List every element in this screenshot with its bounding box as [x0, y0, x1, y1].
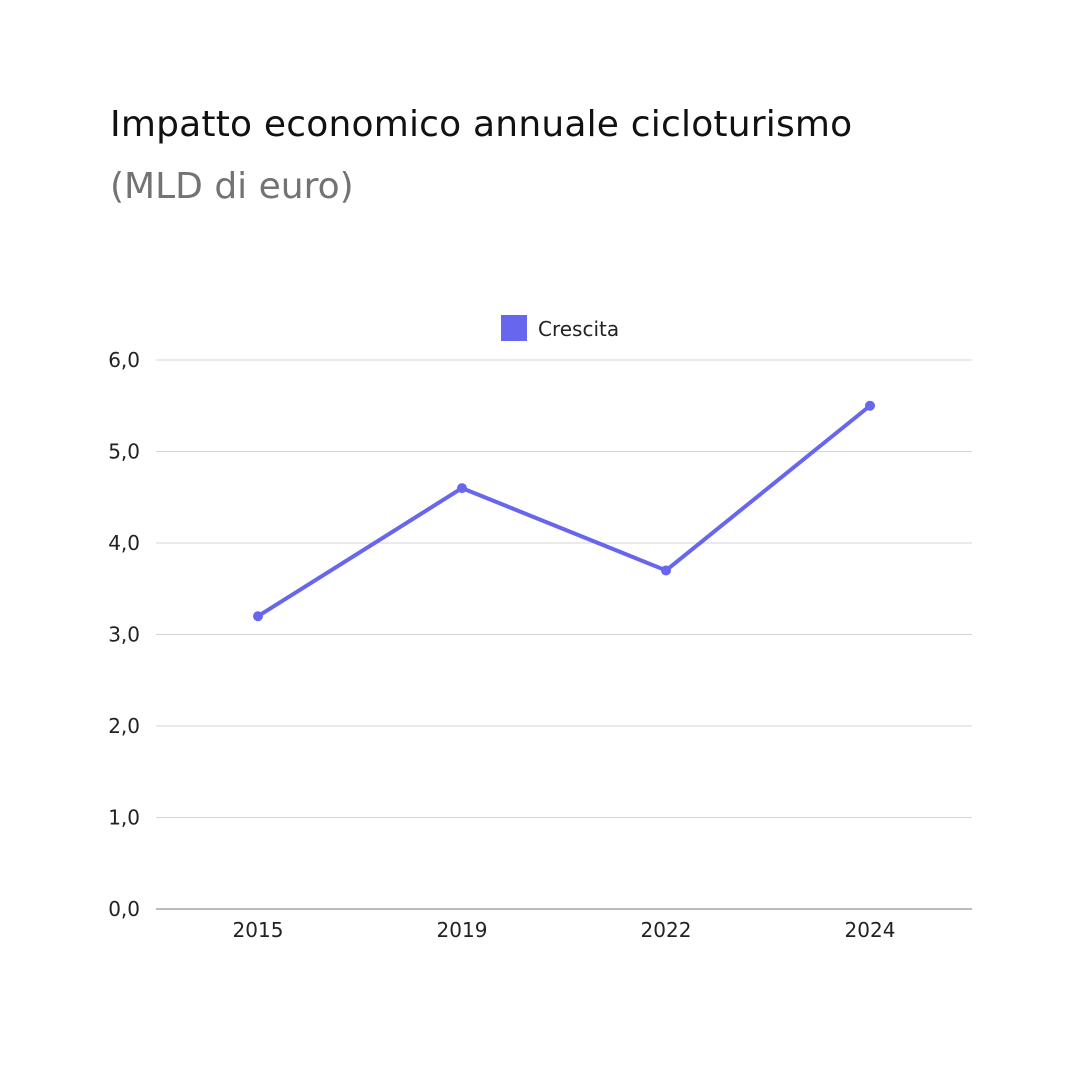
- legend: Crescita: [501, 315, 619, 341]
- y-tick-label: 4,0: [108, 531, 140, 555]
- y-tick-label: 0,0: [108, 897, 140, 921]
- x-tick-label: 2022: [641, 918, 692, 942]
- gridlines: [156, 359, 972, 818]
- series-crescita: [253, 400, 875, 622]
- data-point: [865, 400, 875, 411]
- legend-label-crescita: Crescita: [538, 317, 619, 341]
- series-line: [256, 403, 872, 619]
- chart-subtitle: (MLD di euro): [110, 166, 354, 207]
- x-tick-label: 2024: [845, 918, 896, 942]
- y-tick-label: 2,0: [108, 714, 140, 738]
- chart-title: Impatto economico annuale cicloturismo: [110, 104, 853, 145]
- y-tick-label: 6,0: [108, 348, 140, 372]
- y-tick-label: 3,0: [108, 623, 140, 647]
- data-point: [253, 611, 263, 622]
- axes: 0,0 1,0 2,0 3,0 4,0 5,0 6,0 2015 2019 2022 2024: [108, 348, 972, 942]
- data-point: [457, 483, 467, 494]
- y-tick-label: 5,0: [108, 440, 140, 464]
- y-tick-label: 1,0: [108, 806, 140, 830]
- data-point: [661, 565, 671, 576]
- x-tick-label: 2019: [437, 918, 488, 942]
- legend-swatch: [501, 315, 527, 341]
- x-tick-label: 2015: [233, 918, 284, 942]
